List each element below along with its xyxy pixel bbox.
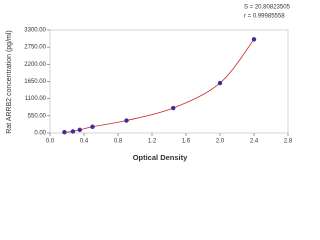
annotation: S = 20.80823505 (244, 5, 291, 11)
page: S = 20.80823505 r = 0.99985558 Optical D… (5, 4, 293, 162)
x-tick-label: 0.4 (80, 139, 89, 145)
x-tick-label: 1.6 (182, 139, 191, 145)
y-tick-label: 1100.00 (25, 96, 47, 102)
x-axis-title: Optical Density (133, 153, 188, 162)
data-point (251, 37, 257, 42)
data-point (124, 118, 129, 123)
y-axis-title: Rat ARRB2 concentration (pg/ml) (6, 30, 13, 134)
x-tick-label: 0.0 (46, 139, 55, 145)
x-tick-label: 1.2 (148, 139, 157, 145)
x-tick-label: 2.8 (284, 139, 293, 145)
x-tick-label: 0.8 (114, 139, 123, 145)
y-tick-label: 2200.00 (24, 62, 46, 68)
data-point (70, 129, 76, 134)
data-point (171, 105, 176, 111)
y-tick-label: 2750.00 (24, 45, 46, 51)
y-tick-label: 550.00 (28, 113, 47, 119)
data-point (62, 130, 67, 135)
annotation: r = 0.99985558 (244, 14, 285, 20)
chart: S = 20.80823505 r = 0.99985558 Optical D… (5, 4, 293, 162)
y-tick-label: 3300.00 (24, 28, 46, 34)
data-point (77, 127, 82, 133)
y-tick-label: 1650.00 (24, 79, 46, 85)
y-tick-label: 0.00 (34, 131, 46, 137)
x-tick-label: 2.4 (250, 139, 259, 145)
x-tick-label: 2.0 (216, 139, 225, 145)
plot-area (49, 29, 289, 134)
data-point (217, 80, 223, 86)
data-point (90, 124, 95, 129)
